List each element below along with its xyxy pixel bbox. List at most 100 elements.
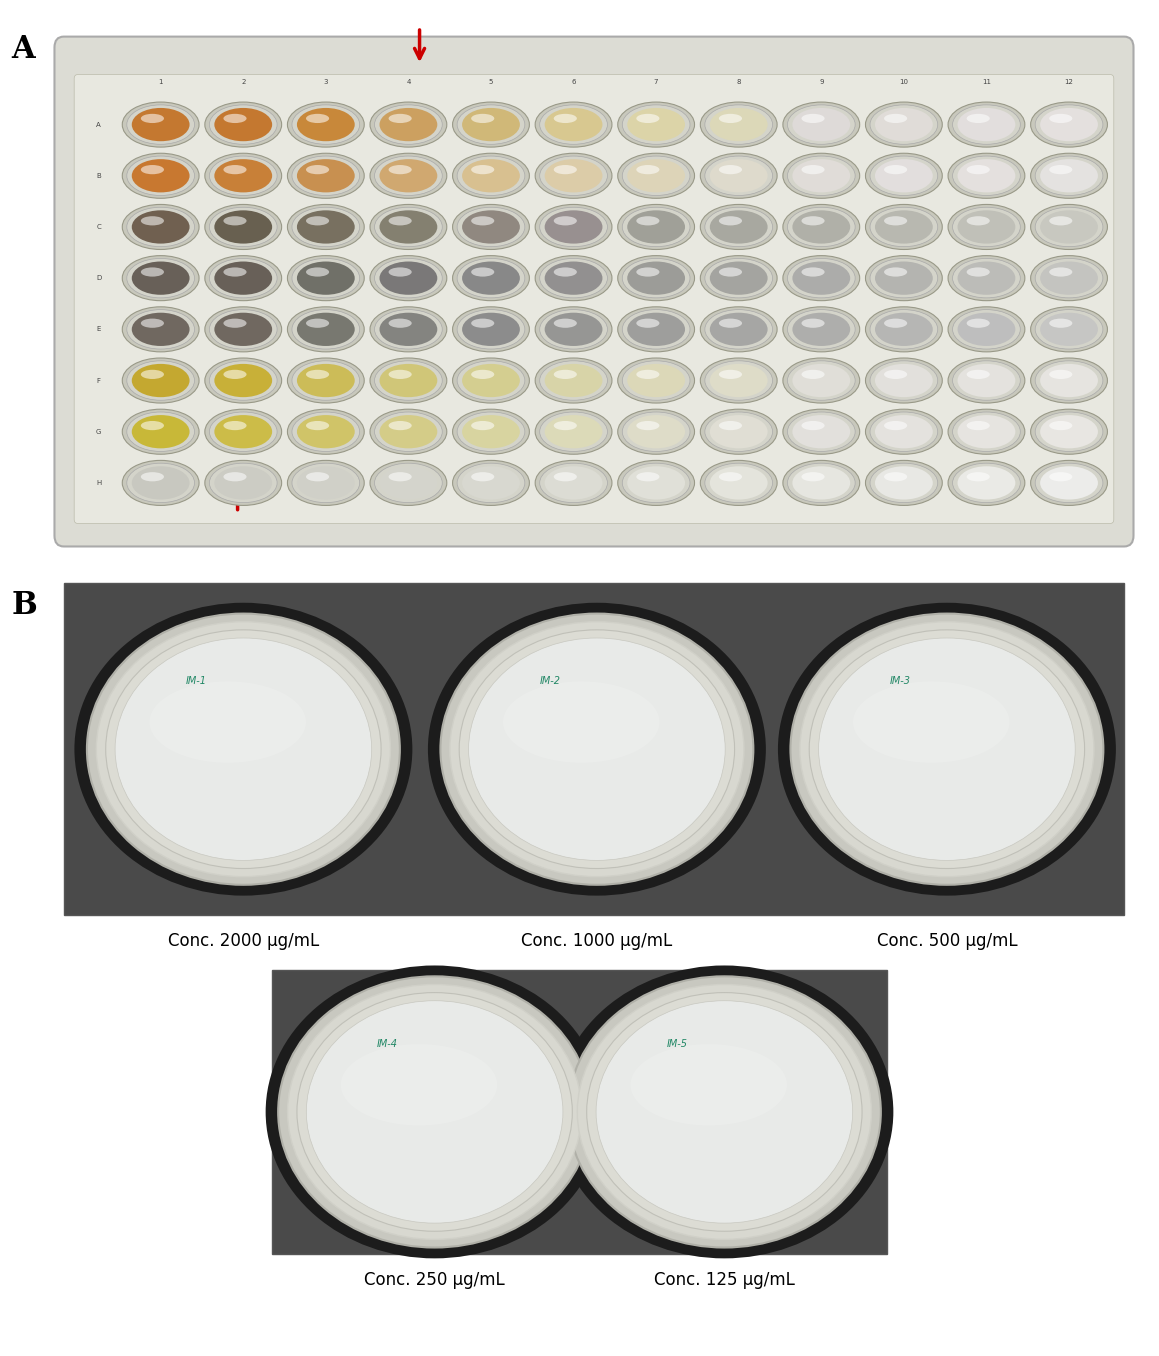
Text: B: B — [12, 590, 37, 621]
Ellipse shape — [957, 363, 1015, 397]
Ellipse shape — [224, 267, 247, 277]
Ellipse shape — [705, 207, 773, 247]
Ellipse shape — [306, 165, 329, 174]
Ellipse shape — [948, 153, 1025, 198]
Ellipse shape — [596, 1001, 853, 1223]
Text: A: A — [96, 122, 101, 127]
Ellipse shape — [1030, 205, 1108, 250]
Ellipse shape — [462, 363, 520, 397]
Ellipse shape — [618, 256, 694, 301]
Ellipse shape — [545, 313, 603, 346]
Ellipse shape — [210, 207, 277, 247]
Ellipse shape — [462, 466, 520, 499]
Ellipse shape — [297, 363, 355, 397]
Ellipse shape — [870, 156, 938, 195]
Text: A: A — [12, 34, 35, 65]
Ellipse shape — [554, 165, 577, 174]
Ellipse shape — [622, 412, 690, 452]
Ellipse shape — [884, 114, 907, 123]
Ellipse shape — [74, 602, 413, 895]
Ellipse shape — [370, 256, 447, 301]
Ellipse shape — [374, 464, 443, 503]
Ellipse shape — [440, 613, 753, 884]
Ellipse shape — [540, 309, 607, 348]
Ellipse shape — [205, 410, 282, 454]
Ellipse shape — [379, 415, 437, 449]
Ellipse shape — [802, 472, 824, 481]
Ellipse shape — [374, 104, 443, 144]
Ellipse shape — [957, 159, 1015, 193]
Ellipse shape — [957, 415, 1015, 449]
Ellipse shape — [287, 306, 364, 351]
Ellipse shape — [627, 262, 685, 294]
Ellipse shape — [214, 210, 272, 244]
Ellipse shape — [953, 156, 1020, 195]
Ellipse shape — [793, 210, 851, 244]
Ellipse shape — [818, 637, 1076, 861]
Ellipse shape — [957, 466, 1015, 499]
Text: Conc. 125 μg/mL: Conc. 125 μg/mL — [654, 1271, 795, 1288]
Ellipse shape — [472, 165, 494, 174]
Ellipse shape — [540, 207, 607, 247]
Ellipse shape — [388, 319, 411, 328]
Ellipse shape — [374, 207, 443, 247]
Ellipse shape — [1030, 461, 1108, 506]
Ellipse shape — [122, 358, 199, 403]
Ellipse shape — [503, 681, 659, 762]
Ellipse shape — [132, 466, 190, 499]
Ellipse shape — [554, 370, 577, 378]
Ellipse shape — [150, 681, 306, 762]
Ellipse shape — [802, 370, 824, 378]
Ellipse shape — [450, 621, 744, 876]
Ellipse shape — [719, 472, 742, 481]
Ellipse shape — [297, 415, 355, 449]
Ellipse shape — [1030, 153, 1108, 198]
Ellipse shape — [554, 267, 577, 277]
Ellipse shape — [210, 309, 277, 348]
Ellipse shape — [622, 104, 690, 144]
Ellipse shape — [462, 313, 520, 346]
Ellipse shape — [472, 114, 494, 123]
Ellipse shape — [782, 153, 860, 198]
Ellipse shape — [141, 319, 163, 328]
Text: 1: 1 — [159, 80, 163, 85]
Ellipse shape — [292, 259, 359, 298]
Ellipse shape — [787, 309, 855, 348]
Ellipse shape — [884, 472, 907, 481]
Ellipse shape — [700, 461, 778, 506]
Ellipse shape — [287, 410, 364, 454]
Ellipse shape — [802, 319, 824, 328]
Ellipse shape — [622, 259, 690, 298]
Ellipse shape — [388, 165, 411, 174]
Ellipse shape — [719, 114, 742, 123]
Ellipse shape — [452, 461, 530, 506]
Ellipse shape — [884, 267, 907, 277]
Ellipse shape — [618, 102, 694, 146]
Ellipse shape — [866, 102, 942, 146]
Ellipse shape — [618, 153, 694, 198]
Ellipse shape — [618, 205, 694, 250]
Ellipse shape — [540, 104, 607, 144]
Ellipse shape — [1040, 415, 1098, 449]
Ellipse shape — [214, 108, 272, 141]
Ellipse shape — [374, 309, 443, 348]
Ellipse shape — [1049, 370, 1072, 378]
Ellipse shape — [287, 153, 364, 198]
Ellipse shape — [122, 102, 199, 146]
Ellipse shape — [948, 358, 1025, 403]
Ellipse shape — [884, 370, 907, 378]
Ellipse shape — [287, 984, 582, 1239]
Ellipse shape — [457, 412, 525, 452]
Ellipse shape — [875, 159, 933, 193]
Ellipse shape — [535, 153, 612, 198]
Ellipse shape — [957, 108, 1015, 141]
Ellipse shape — [1035, 464, 1103, 503]
Ellipse shape — [297, 159, 355, 193]
Ellipse shape — [870, 309, 938, 348]
Ellipse shape — [953, 309, 1020, 348]
Ellipse shape — [719, 370, 742, 378]
Text: 8: 8 — [736, 80, 741, 85]
Ellipse shape — [948, 461, 1025, 506]
Ellipse shape — [297, 313, 355, 346]
Ellipse shape — [535, 256, 612, 301]
